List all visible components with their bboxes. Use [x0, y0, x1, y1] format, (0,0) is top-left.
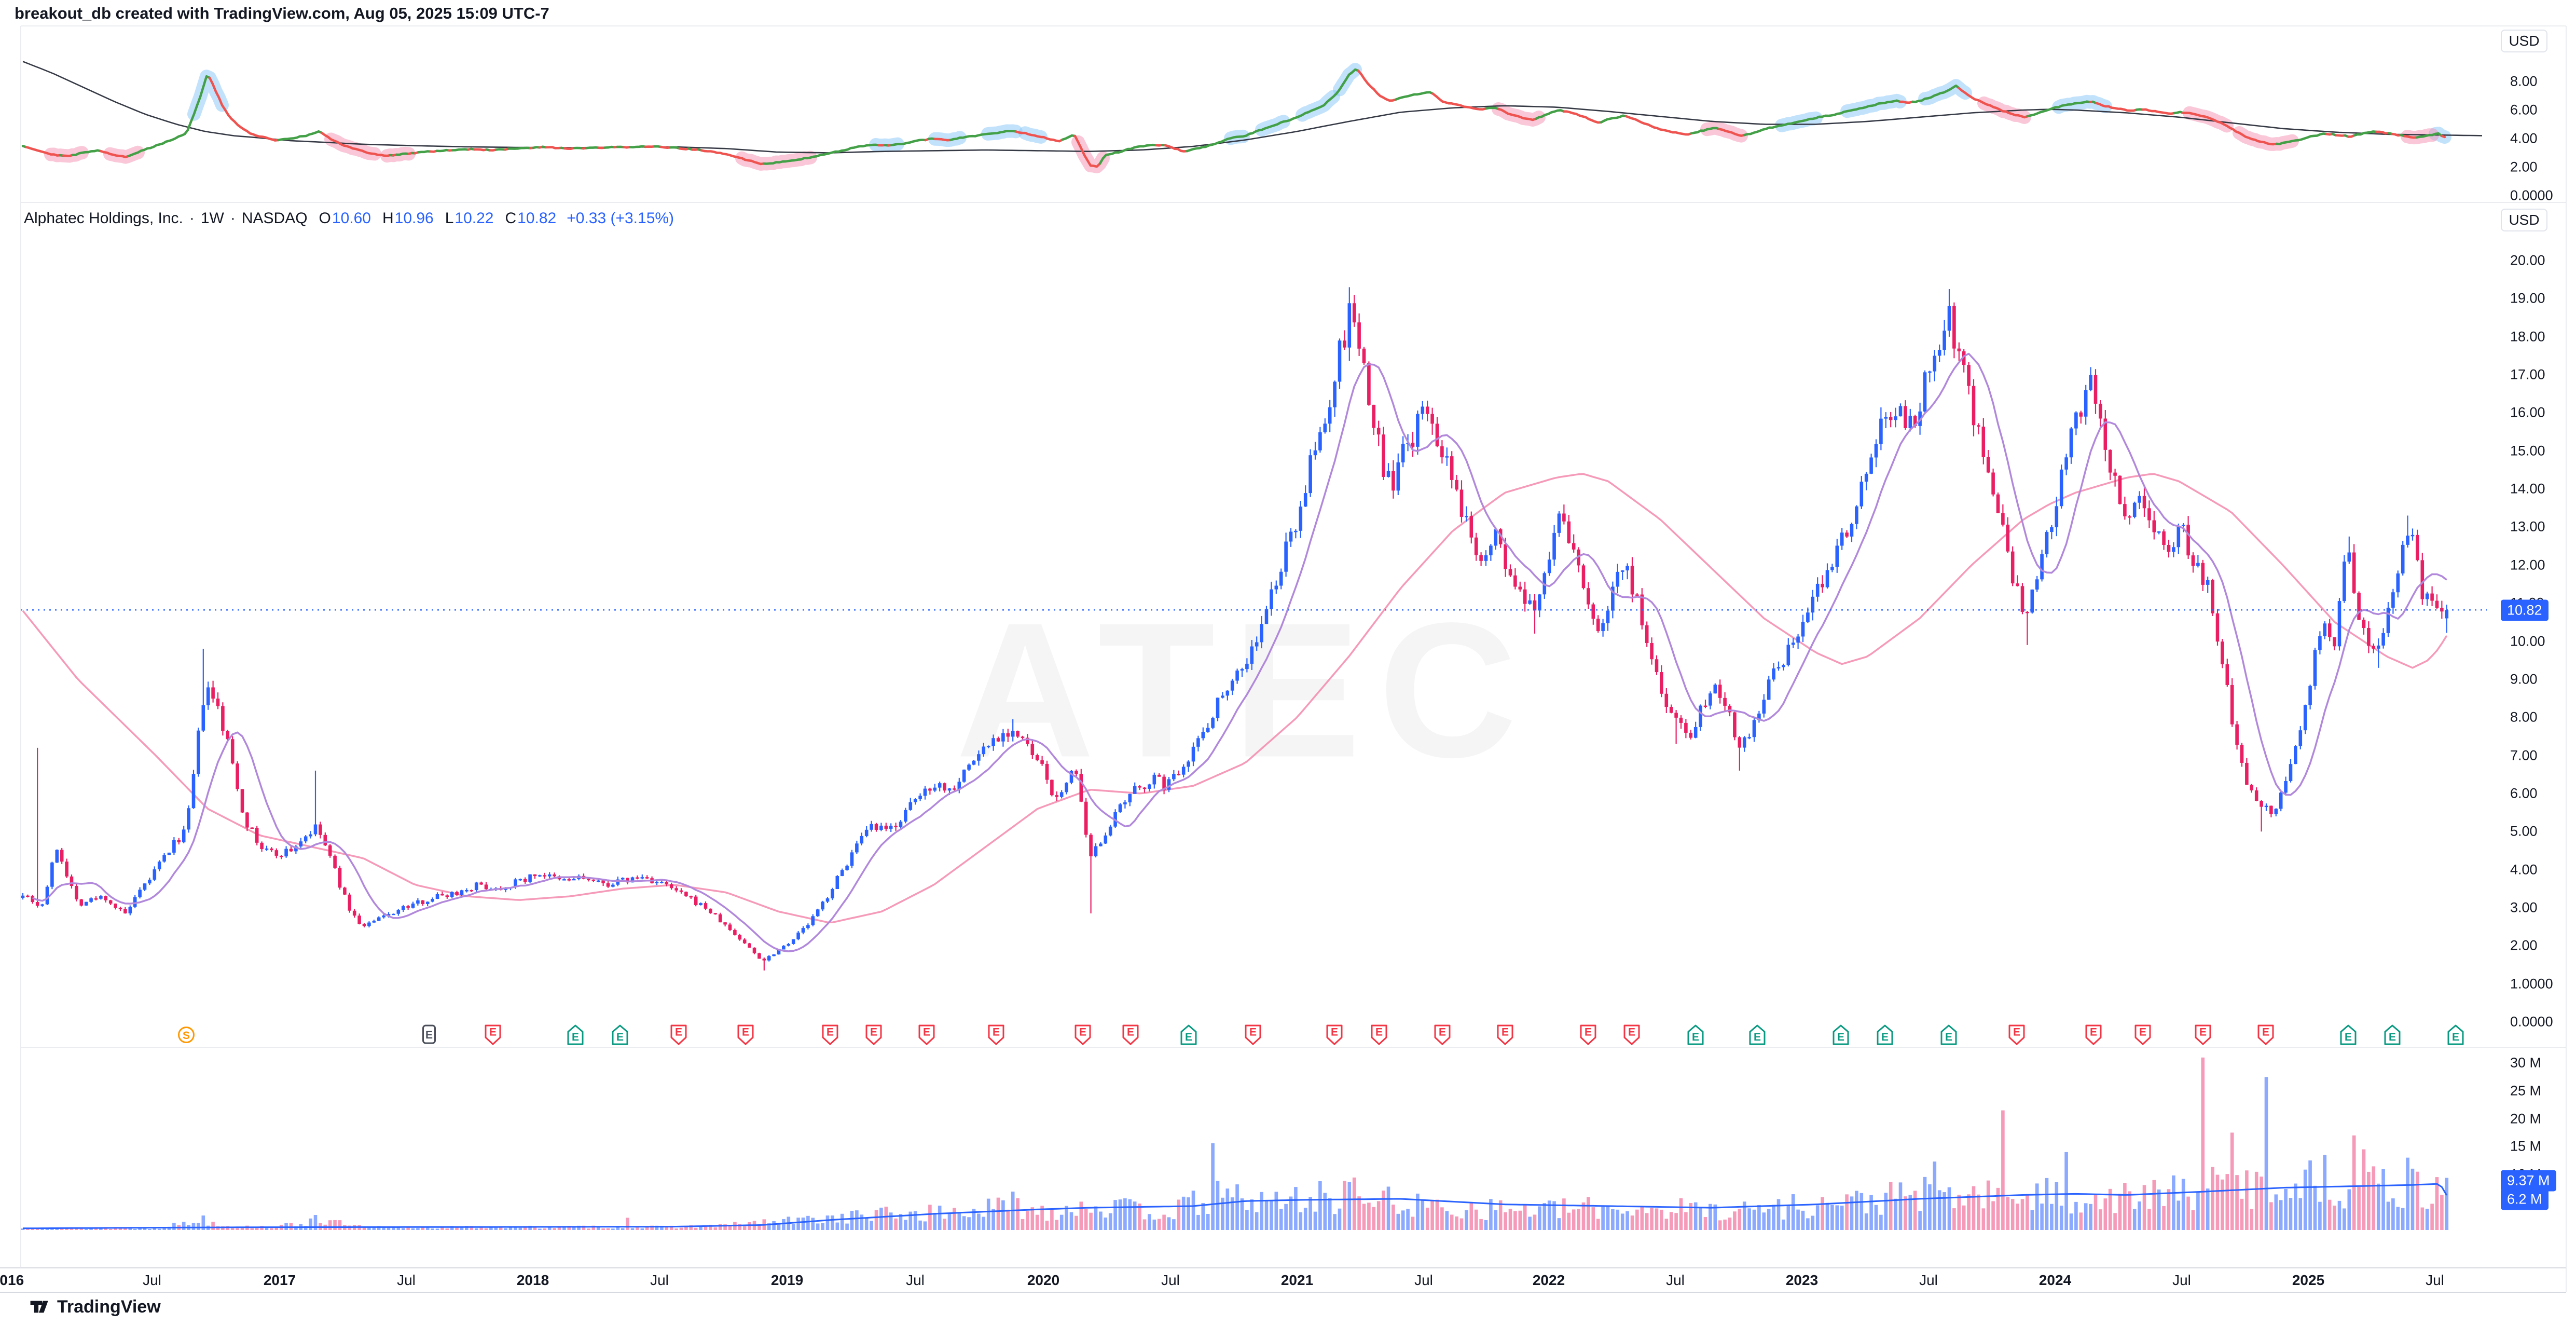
symbol-name[interactable]: Alphatec Holdings, Inc. — [24, 210, 183, 227]
symbol-watermark: ATEC — [956, 580, 1535, 801]
close-value: 10.82 — [517, 210, 557, 227]
earnings-marker-down[interactable]: E — [2257, 1024, 2274, 1045]
earnings-marker-down[interactable]: E — [918, 1024, 935, 1045]
svg-text:E: E — [1439, 1027, 1446, 1038]
high-value: 10.96 — [394, 210, 434, 227]
chart-snapshot-title: breakout_db created with TradingView.com… — [15, 4, 549, 22]
earnings-marker-neutral[interactable]: E — [422, 1024, 436, 1044]
svg-text:E: E — [1331, 1027, 1338, 1038]
svg-text:E: E — [1881, 1031, 1889, 1043]
earnings-marker-down[interactable]: E — [737, 1024, 754, 1045]
symbol-exchange: NASDAQ — [241, 210, 308, 227]
earnings-marker-down[interactable]: E — [2008, 1024, 2025, 1045]
tradingview-attribution[interactable]: TradingView — [28, 1295, 161, 1318]
svg-text:E: E — [1501, 1027, 1509, 1038]
earnings-marker-up[interactable]: E — [2340, 1024, 2357, 1045]
volume-bars — [21, 1057, 2449, 1230]
earnings-marker-down[interactable]: E — [1075, 1024, 1091, 1045]
earnings-marker-down[interactable]: E — [1326, 1024, 1343, 1045]
svg-text:E: E — [2199, 1027, 2207, 1038]
candlestick-series — [21, 287, 2449, 970]
svg-text:E: E — [1754, 1031, 1761, 1043]
symbol-timeframe[interactable]: 1W — [200, 210, 224, 227]
change-value: +0.33 (+3.15%) — [567, 210, 674, 227]
svg-text:E: E — [572, 1031, 579, 1043]
tradingview-logo-text: TradingView — [57, 1296, 161, 1317]
time-scale[interactable] — [0, 1268, 2566, 1292]
earnings-marker-down[interactable]: E — [485, 1024, 501, 1045]
svg-text:E: E — [425, 1029, 433, 1041]
svg-text:E: E — [1692, 1031, 1699, 1043]
earnings-marker-down[interactable]: E — [1580, 1024, 1596, 1045]
svg-text:E: E — [2345, 1031, 2352, 1043]
svg-text:E: E — [1127, 1027, 1134, 1038]
low-value: 10.22 — [454, 210, 494, 227]
svg-text:E: E — [2262, 1027, 2269, 1038]
tradingview-logo-icon — [30, 1301, 48, 1313]
svg-text:E: E — [2452, 1031, 2459, 1043]
svg-text:E: E — [1628, 1027, 1635, 1038]
svg-text:S: S — [183, 1030, 190, 1042]
svg-text:E: E — [870, 1027, 877, 1038]
close-label: C — [505, 210, 517, 227]
earnings-marker-up[interactable]: E — [2447, 1024, 2464, 1045]
earnings-marker-up[interactable]: E — [1877, 1024, 1893, 1045]
earnings-marker-down[interactable]: E — [988, 1024, 1004, 1045]
earnings-marker-down[interactable]: E — [1371, 1024, 1387, 1045]
svg-text:E: E — [993, 1027, 1000, 1038]
earnings-marker-down[interactable]: E — [1623, 1024, 1640, 1045]
svg-text:E: E — [1945, 1031, 1952, 1043]
earnings-marker-down[interactable]: E — [2134, 1024, 2151, 1045]
earnings-marker-up[interactable]: E — [1687, 1024, 1704, 1045]
svg-text:E: E — [1185, 1031, 1192, 1043]
earnings-marker-down[interactable]: E — [1434, 1024, 1451, 1045]
symbol-legend[interactable]: Alphatec Holdings, Inc. · 1W · NASDAQ O … — [24, 208, 674, 229]
svg-text:E: E — [2013, 1027, 2020, 1038]
svg-text:E: E — [1375, 1027, 1383, 1038]
svg-text:E: E — [742, 1027, 749, 1038]
high-label: H — [382, 210, 394, 227]
svg-text:E: E — [2389, 1031, 2396, 1043]
price-scale[interactable] — [2487, 26, 2566, 1292]
earnings-marker-down[interactable]: E — [2085, 1024, 2102, 1045]
earnings-marker-down[interactable]: E — [822, 1024, 838, 1045]
svg-text:E: E — [2090, 1027, 2097, 1038]
earnings-marker-up[interactable]: E — [2384, 1024, 2401, 1045]
earnings-marker-down[interactable]: E — [1497, 1024, 1513, 1045]
svg-text:E: E — [616, 1031, 624, 1043]
earnings-marker-up[interactable]: E — [1940, 1024, 1957, 1045]
svg-text:E: E — [923, 1027, 930, 1038]
earnings-marker-down[interactable]: E — [670, 1024, 687, 1045]
svg-text:E: E — [1249, 1027, 1257, 1038]
earnings-marker-down[interactable]: E — [865, 1024, 882, 1045]
open-value: 10.60 — [332, 210, 371, 227]
earnings-marker-up[interactable]: E — [612, 1024, 628, 1045]
svg-text:E: E — [1079, 1027, 1086, 1038]
earnings-marker-down[interactable]: E — [1122, 1024, 1139, 1045]
open-label: O — [319, 210, 331, 227]
svg-text:E: E — [1585, 1027, 1592, 1038]
legend-separator: · — [230, 210, 236, 227]
svg-text:E: E — [489, 1027, 497, 1038]
svg-text:E: E — [2139, 1027, 2146, 1038]
svg-text:E: E — [675, 1027, 682, 1038]
earnings-marker-down[interactable]: E — [1245, 1024, 1261, 1045]
earnings-marker-up[interactable]: E — [567, 1024, 584, 1045]
split-marker[interactable]: S — [178, 1027, 195, 1043]
low-label: L — [445, 210, 454, 227]
earnings-marker-down[interactable]: E — [2195, 1024, 2211, 1045]
earnings-marker-up[interactable]: E — [1180, 1024, 1197, 1045]
earnings-marker-up[interactable]: E — [1749, 1024, 1766, 1045]
earnings-marker-up[interactable]: E — [1833, 1024, 1849, 1045]
legend-separator: · — [189, 210, 195, 227]
svg-text:E: E — [826, 1027, 834, 1038]
svg-text:E: E — [1837, 1031, 1844, 1043]
